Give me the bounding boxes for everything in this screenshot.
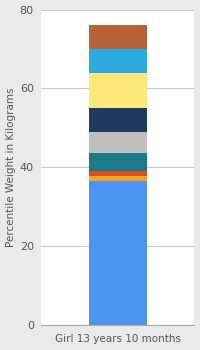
Y-axis label: Percentile Weight in Kilograms: Percentile Weight in Kilograms [6,88,16,247]
Bar [89,72,147,108]
Bar [89,171,147,176]
Bar [89,153,147,171]
Bar [89,49,147,72]
Bar [89,108,147,132]
Bar [89,132,147,153]
Bar [89,181,147,325]
Bar [89,25,147,49]
Bar [89,176,147,181]
